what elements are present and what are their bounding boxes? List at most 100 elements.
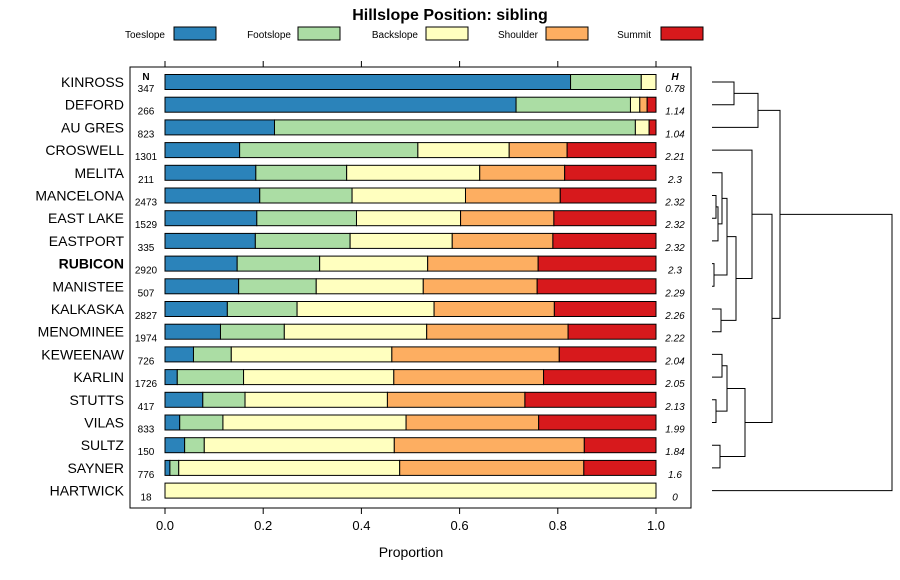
dendrogram [712,81,893,492]
category-label-kinross: KINROSS [61,74,124,90]
bar-eastport-footslope [254,232,351,249]
bar-eastport-backslope [349,232,453,249]
bar-manistee-backslope [315,278,424,295]
n-label-deford: 266 [138,107,155,118]
h-label-croswell: 2.21 [664,152,684,163]
bar-mancelona-footslope [259,187,353,204]
n-label-keweenaw: 726 [138,356,155,367]
dendro-branch-melita [712,172,723,225]
bar-keweenaw-summit [558,346,657,363]
bar-menominee-backslope [283,323,428,340]
x-tick-label-0-0: 0.0 [156,518,174,533]
bar-sayner-toeslope [164,459,171,476]
legend-swatch-footslope [297,26,341,41]
bar-kalkaska-toeslope [164,301,228,317]
bar-menominee-toeslope [164,323,221,340]
bar-vilas-shoulder [405,414,540,431]
n-label-au-gres: 823 [138,129,155,140]
bar-au-gres-toeslope [164,119,275,136]
h-label-kalkaska: 2.26 [664,311,685,322]
legend: Toeslope Footslope Backslope Shoulder Summit [125,26,704,41]
h-header: H [671,72,679,83]
bar-karlin-footslope [176,369,245,386]
bar-sayner-shoulder [399,459,585,476]
bar-east-lake-summit [553,210,657,227]
h-label-stutts: 2.13 [664,402,685,413]
bar-melita-summit [564,164,657,181]
n-label-menominee: 1974 [135,334,158,345]
dendro-branch-eastport [712,206,719,242]
legend-label-footslope: Footslope [247,30,291,41]
bar-croswell-toeslope [164,142,241,159]
category-label-croswell: CROSWELL [45,142,124,158]
x-tick-label-0-6: 0.6 [451,518,469,533]
chart-title: Hillslope Position: sibling [352,7,548,24]
n-label-croswell: 1301 [135,152,158,163]
h-label-vilas: 1.99 [665,425,685,436]
h-label-mancelona: 2.32 [664,198,685,209]
x-tick-label-0-8: 0.8 [549,518,567,533]
bar-sayner-footslope [169,459,180,476]
h-label-menominee: 2.22 [664,334,685,345]
bar-keweenaw-footslope [192,346,232,363]
bar-east-lake-footslope [256,210,357,227]
bar-keweenaw-backslope [230,346,393,363]
bar-vilas-toeslope [164,414,181,431]
h-label-au-gres: 1.04 [665,129,685,140]
bar-rubicon-summit [537,255,657,272]
bar-croswell-shoulder [508,142,568,159]
bar-kinross-backslope [640,74,657,90]
bar-melita-backslope [346,164,481,181]
category-labels: KINROSS DEFORD AU GRES CROSWELL MELITA MANCEL… [35,74,124,499]
bar-keweenaw-toeslope [164,346,194,363]
bar-deford-backslope [629,96,641,113]
n-label-sultz: 150 [138,447,155,458]
category-label-keweenaw: KEWEENAW [41,346,124,362]
bar-sultz-toeslope [164,437,186,454]
category-label-rubicon: RUBICON [59,256,124,272]
category-label-sultz: SULTZ [81,437,125,453]
bar-vilas-backslope [222,414,407,431]
x-tick-label-0-2: 0.2 [254,518,272,533]
bar-kalkaska-backslope [296,301,435,317]
n-label-manistee: 507 [138,288,155,299]
dendro-branch-kinross-augres [712,92,759,128]
bar-stutts-toeslope [164,391,204,408]
n-label-eastport: 335 [138,243,155,254]
bar-au-gres-backslope [634,119,650,136]
bar-eastport-toeslope [164,232,256,249]
bar-kalkaska-footslope [226,301,298,317]
n-labels: 347 266 823 1301 211 2473 1529 335 2920 507 2827 19… [135,84,158,504]
bar-deford-footslope [515,96,631,113]
dendro-branch-mancelona-eastlake [712,195,717,219]
bar-mancelona-summit [559,187,657,204]
x-tick-label-1-0: 1.0 [647,518,665,533]
bars-group [164,74,657,499]
bar-keweenaw-shoulder [391,346,560,363]
dendro-branch-keweenaw-karlin [712,353,723,378]
h-label-keweenaw: 2.04 [664,356,685,367]
legend-label-toeslope: Toeslope [125,30,165,41]
legend-label-backslope: Backslope [372,30,419,41]
category-label-au-gres: AU GRES [61,119,124,135]
h-label-rubicon: 2.3 [667,266,682,277]
h-label-manistee: 2.29 [664,288,685,299]
bar-rubicon-footslope [236,255,321,272]
bar-vilas-footslope [179,414,224,431]
legend-swatch-backslope [425,26,469,41]
bar-east-lake-toeslope [164,210,258,227]
category-label-mancelona: MANCELONA [35,188,124,204]
category-label-eastport: EASTPORT [49,233,125,249]
bar-melita-toeslope [164,164,257,181]
bar-sultz-shoulder [393,437,585,454]
bar-sayner-backslope [178,459,401,476]
bar-melita-shoulder [479,164,566,181]
bar-rubicon-shoulder [427,255,539,272]
bar-sultz-footslope [184,437,205,454]
n-header: N [142,72,149,83]
bar-rubicon-toeslope [164,255,238,272]
bar-karlin-toeslope [164,369,178,386]
h-label-hartwick: 0 [672,493,678,504]
bar-rubicon-backslope [319,255,429,272]
